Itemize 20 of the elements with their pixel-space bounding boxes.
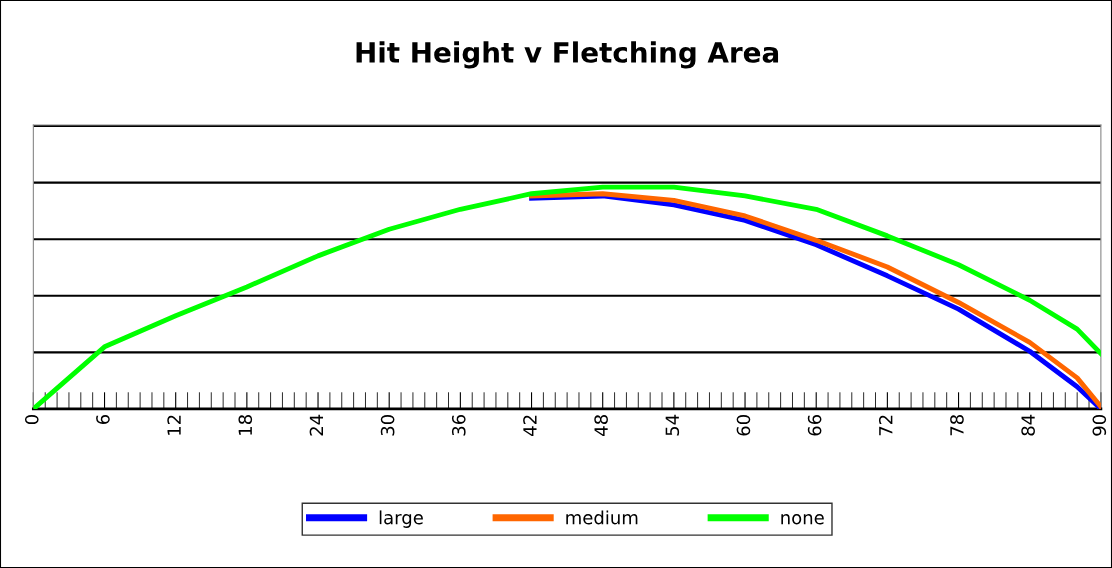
x-tick-label: 30 [380, 415, 395, 436]
x-tick-label: 0 [24, 415, 39, 425]
x-tick-label: 90 [1092, 415, 1107, 436]
x-tick-label: 84 [1021, 414, 1035, 436]
x-tick-label: 6 [96, 414, 110, 425]
x-tick-label: 24 [309, 414, 324, 436]
x-tick-label: 12 [167, 415, 181, 435]
x-tick-label: 78 [950, 415, 964, 436]
x-tick-label: 42 [523, 415, 537, 436]
x-tick-label: 66 [807, 414, 822, 436]
legend-label: medium [566, 510, 638, 525]
x-tick-label: 48 [594, 415, 608, 436]
x-tick-label: 54 [665, 414, 680, 436]
legend-label: none [781, 514, 824, 525]
x-tick-label: 18 [238, 415, 253, 435]
legend-label: large [379, 510, 423, 528]
x-tick-label: 60 [736, 415, 751, 436]
chart-title: Hit Height v Fletching Area [356, 41, 779, 69]
x-tick-label: 72 [878, 415, 893, 436]
x-tick-label: 36 [451, 414, 466, 436]
